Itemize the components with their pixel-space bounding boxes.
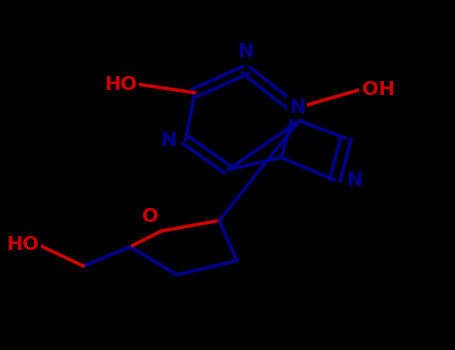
Text: N: N xyxy=(289,98,305,117)
Text: O: O xyxy=(142,207,159,226)
Text: N: N xyxy=(238,42,254,61)
Text: HO: HO xyxy=(6,236,39,254)
Text: N: N xyxy=(161,131,177,149)
Text: N: N xyxy=(346,171,362,190)
Text: OH: OH xyxy=(362,80,394,99)
Text: HO: HO xyxy=(104,75,137,93)
